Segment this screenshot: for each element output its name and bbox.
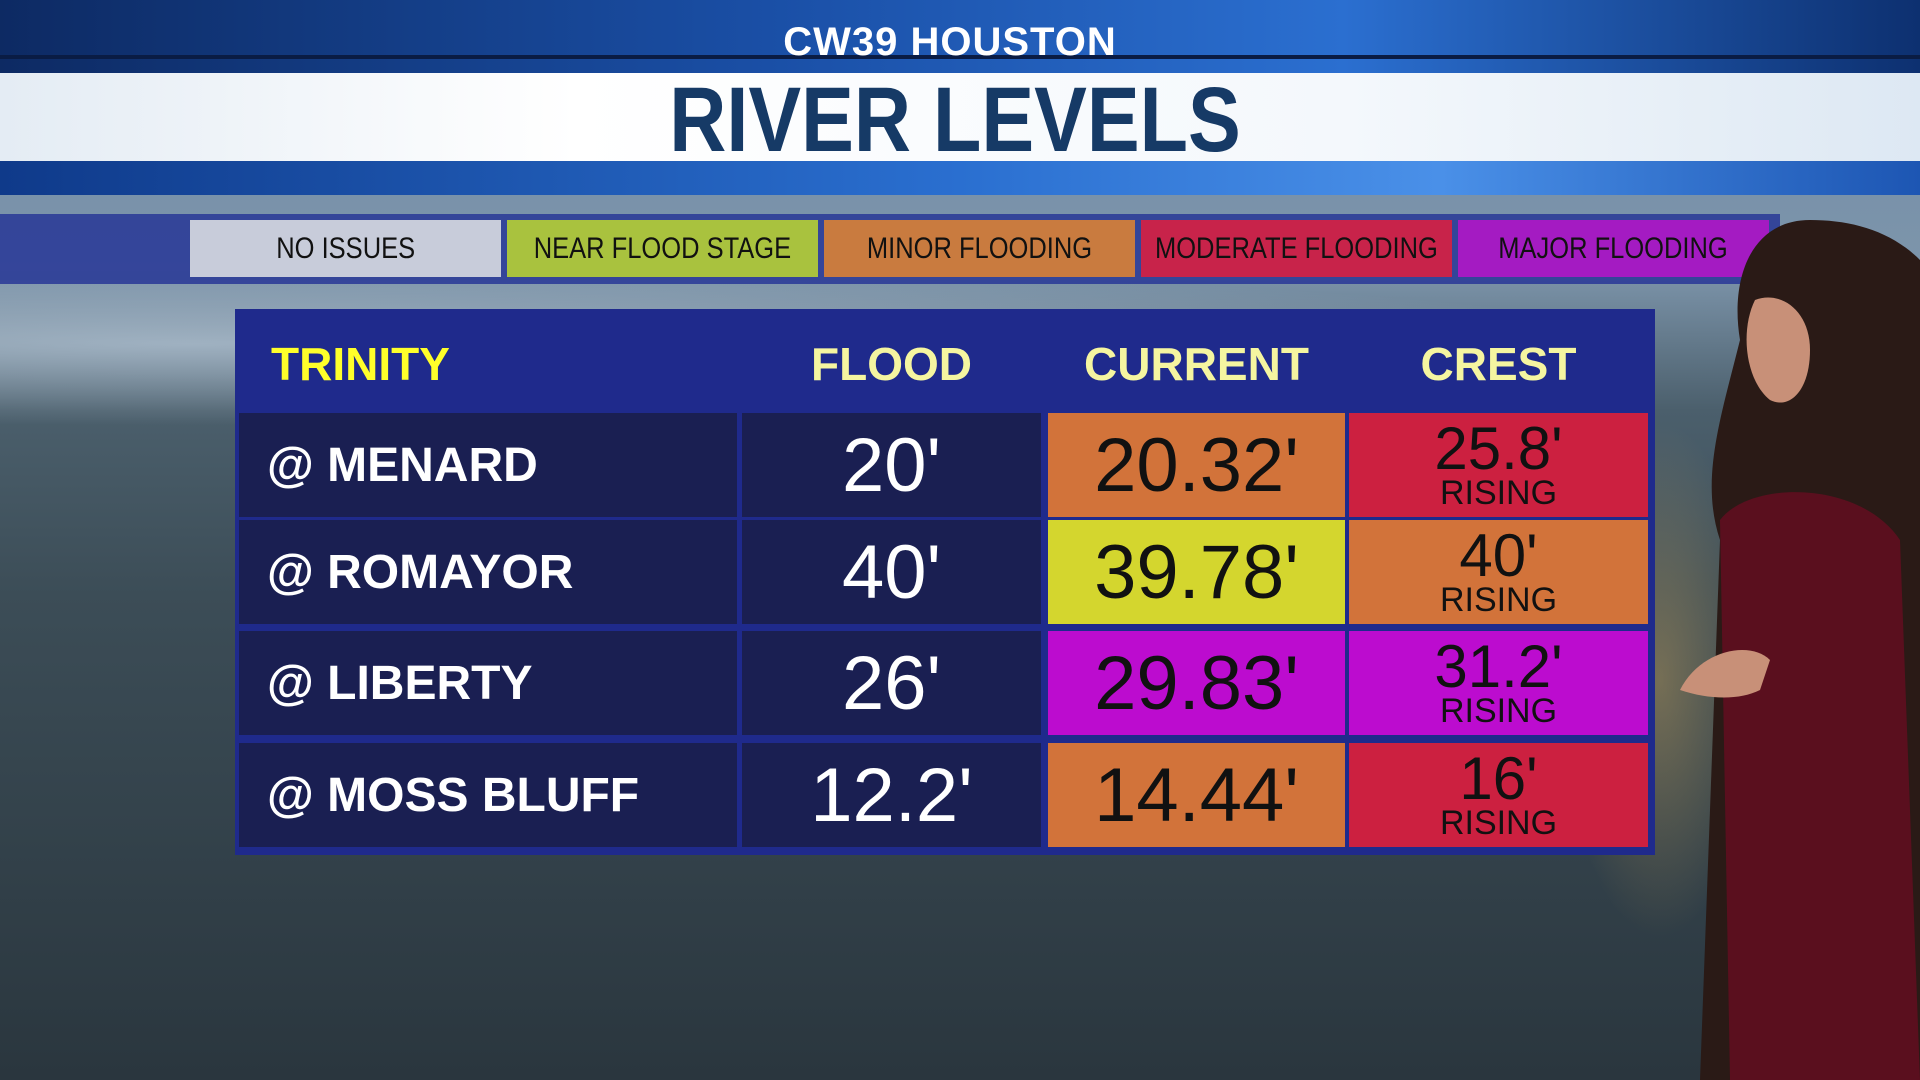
legend: NO ISSUES NEAR FLOOD STAGE MINOR FLOODING M… xyxy=(190,220,1769,277)
column-header-flood: FLOOD xyxy=(811,338,972,390)
column-header-current: CURRENT xyxy=(1084,338,1309,390)
current-level-cell: 39.78' xyxy=(1048,520,1345,624)
crest-trend: RISING xyxy=(1439,474,1558,512)
current-level-cell: 20.32' xyxy=(1048,413,1345,517)
location-cell: @ MOSS BLUFF xyxy=(239,743,737,847)
location-label: @ LIBERTY xyxy=(267,656,533,710)
crest-cell: 31.2' RISING xyxy=(1349,631,1648,735)
current-level-cell: 14.44' xyxy=(1048,743,1345,847)
legend-item: NEAR FLOOD STAGE xyxy=(507,220,818,277)
title-banner xyxy=(0,73,1920,161)
location-label: @ MOSS BLUFF xyxy=(267,768,640,822)
station-name: CW39 HOUSTON xyxy=(783,20,1117,64)
table-row: @ ROMAYOR 40' 39.78' 40' RISING xyxy=(239,520,1651,624)
legend-label: MINOR FLOODING xyxy=(866,231,1093,265)
legend-label: NEAR FLOOD STAGE xyxy=(533,231,792,265)
title-underband xyxy=(0,161,1920,195)
flood-stage-cell: 20' xyxy=(742,413,1041,517)
top-banner xyxy=(0,0,1920,75)
river-levels-table: TRINITY FLOOD CURRENT CREST @ MENARD 20' 2… xyxy=(235,309,1655,855)
legend-item: MINOR FLOODING xyxy=(824,220,1135,277)
crest-trend: RISING xyxy=(1439,692,1558,730)
crest-cell: 25.8' RISING xyxy=(1349,413,1648,517)
table-row: @ MOSS BLUFF 12.2' 14.44' 16' RISING xyxy=(239,743,1651,847)
crest-value: 25.8' xyxy=(1434,415,1563,482)
crest-trend: RISING xyxy=(1439,804,1558,842)
location-cell: @ ROMAYOR xyxy=(239,520,737,624)
location-cell: @ LIBERTY xyxy=(239,631,737,735)
legend-item: MODERATE FLOODING xyxy=(1141,220,1452,277)
table-row: @ LIBERTY 26' 29.83' 31.2' RISING xyxy=(239,631,1651,735)
current-level-cell: 29.83' xyxy=(1048,631,1345,735)
legend-label: NO ISSUES xyxy=(276,231,415,265)
location-label: @ ROMAYOR xyxy=(267,545,574,599)
flood-stage-cell: 12.2' xyxy=(742,743,1041,847)
legend-label: MAJOR FLOODING xyxy=(1498,231,1729,265)
crest-trend: RISING xyxy=(1439,581,1558,619)
location-label: @ MENARD xyxy=(267,438,538,492)
column-header-crest: CREST xyxy=(1420,338,1577,390)
crest-value: 16' xyxy=(1459,745,1538,812)
location-cell: @ MENARD xyxy=(239,413,737,517)
legend-label: MODERATE FLOODING xyxy=(1155,231,1438,265)
table-row: @ MENARD 20' 20.32' 25.8' RISING xyxy=(239,413,1651,517)
flood-stage-cell: 40' xyxy=(742,520,1041,624)
legend-item: NO ISSUES xyxy=(190,220,501,277)
river-name: TRINITY xyxy=(271,338,450,390)
presenter-figure xyxy=(1680,220,1920,1080)
crest-value: 31.2' xyxy=(1434,633,1563,700)
crest-cell: 16' RISING xyxy=(1349,743,1648,847)
legend-item: MAJOR FLOODING xyxy=(1458,220,1769,277)
crest-value: 40' xyxy=(1459,522,1538,589)
crest-cell: 40' RISING xyxy=(1349,520,1648,624)
flood-stage-cell: 26' xyxy=(742,631,1041,735)
page-title: RIVER LEVELS xyxy=(669,69,1241,171)
